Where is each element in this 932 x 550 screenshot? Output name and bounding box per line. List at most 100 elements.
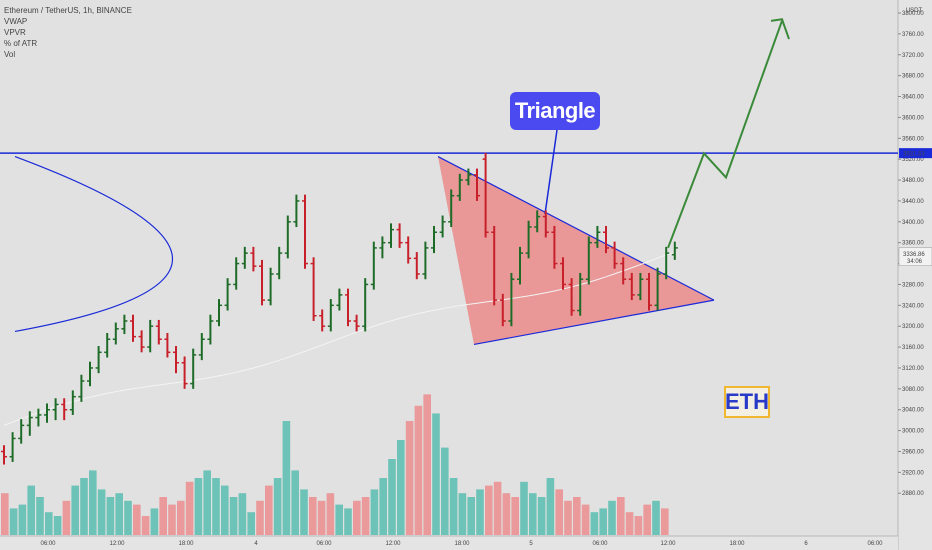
volume-bar [238,493,247,535]
volume-bar [467,497,475,535]
x-tick-label: 18:00 [454,541,470,547]
volume-bar [511,497,519,535]
indicator-vwap[interactable]: VWAP [4,17,28,26]
y-tick-label: 3080.00 [902,387,924,393]
volume-bar [502,493,511,535]
y-axis-unit: USDT [906,8,923,14]
x-tick-label: 18:00 [178,541,194,547]
x-tick-label: 4 [254,541,258,547]
volume-bar [229,497,238,535]
volume-bar [476,489,484,535]
volume-bar [432,413,440,535]
triangle-upper-edge [437,156,715,301]
x-tick-label: 06:00 [592,541,608,547]
volume-bar [326,493,335,535]
y-tick-label: 2960.00 [902,449,924,455]
volume-bar [388,459,396,535]
volume-bar [212,478,220,535]
y-tick-label: 3680.00 [902,74,924,80]
volume-bar [661,508,669,535]
x-tick-label: 5 [529,541,533,547]
volume-bar [53,516,62,535]
eth-label[interactable]: ETH [724,386,770,418]
y-tick-label: 3120.00 [902,366,924,372]
volume-bar [370,489,379,535]
x-tick-label: 12:00 [660,541,676,547]
volume-bar [335,504,343,535]
resistance-price-tag [899,148,932,159]
volume-bar [652,500,660,535]
volume-bar [203,470,211,535]
volume-bar [185,481,194,535]
volume-bar [581,504,590,535]
indicator-atr[interactable]: % of ATR [4,39,38,48]
x-tick-label: 12:00 [109,541,125,547]
x-tick-label: 06:00 [316,541,332,547]
volume-bar [71,485,79,535]
triangle-label-pointer [544,129,558,215]
y-tick-label: 3400.00 [902,220,924,226]
chart-legend: Ethereum / TetherUS, 1h, BINANCE VWAP VP… [4,5,132,60]
volume-bar [449,478,458,535]
y-tick-label: 3360.00 [902,241,924,247]
volume-bar [247,512,255,535]
y-tick-label: 3760.00 [902,32,924,38]
volume-bar [27,485,35,535]
y-tick-label: 3560.00 [902,136,924,142]
volume-bar [80,478,88,535]
volume-bar [168,504,176,535]
volume-bar [89,470,97,535]
volume-bar [150,508,159,535]
volume-bar [361,497,370,535]
volume-bar [141,516,150,535]
volume-bar [9,508,18,535]
x-tick-label: 06:00 [867,541,883,547]
volume-bar [405,421,414,535]
y-tick-label: 3200.00 [902,324,924,330]
last-price-tag [898,247,932,267]
triangle-label[interactable]: Triangle [510,92,600,130]
volume-bar [256,500,264,535]
volume-bar [45,512,53,535]
y-tick-label: 3520.00 [902,157,924,163]
y-tick-label: 3160.00 [902,345,924,351]
volume-bar [458,493,467,535]
volume-bar [97,489,106,535]
projection-arrow-head [770,18,790,40]
volume-bar [124,500,132,535]
x-tick-label: 06:00 [40,541,56,547]
last-price-label: 3336.86 [903,252,925,258]
volume-bar [194,478,203,535]
volume-bar [1,493,9,535]
y-axis-panel [898,0,932,550]
volume-bar [485,485,493,535]
symbol-title[interactable]: Ethereum / TetherUS, 1h, BINANCE [4,6,132,15]
volume-bar [546,478,555,535]
volume-bar [634,516,643,535]
projection-arrow [667,20,783,249]
volume-bar [599,508,607,535]
volume-bar [414,405,423,535]
volume-bar [537,497,546,535]
volume-bar [177,500,185,535]
volume-bar [625,512,634,535]
y-tick-label: 3600.00 [902,115,924,121]
y-tick-label: 3480.00 [902,178,924,184]
x-tick-label: 6 [804,541,808,547]
indicator-vpvr[interactable]: VPVR [4,28,26,37]
volume-bar [590,512,599,535]
volume-bar [115,493,123,535]
indicator-vol[interactable]: Vol [4,50,16,59]
volume-bar [18,504,27,535]
volume-bar [555,489,563,535]
volume-bar [159,497,167,535]
y-tick-label: 3240.00 [902,303,924,309]
vpvr-value-area-curve [14,155,173,333]
y-tick-label: 3000.00 [902,429,924,435]
volume-bar [106,497,115,535]
volume-bar [617,497,625,535]
volume-bar [317,500,326,535]
resistance-price-label: 3531.53 [903,152,925,158]
